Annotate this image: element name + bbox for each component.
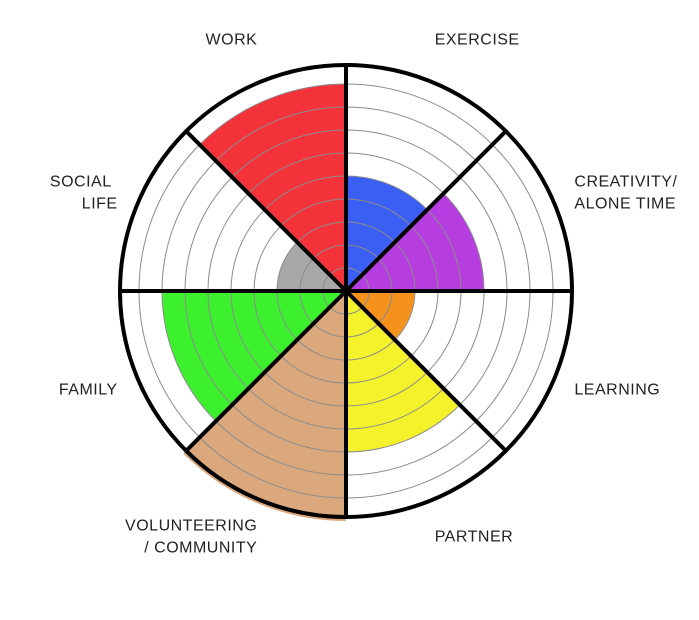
spokes <box>118 63 574 519</box>
label-line: CREATIVITY/ <box>574 173 677 190</box>
label-creativity-alone-time: CREATIVITY/ALONE TIME <box>574 173 677 212</box>
label-line: LIFE <box>82 195 118 212</box>
segment-volunteering-community <box>183 291 346 521</box>
label-line: WORK <box>206 32 258 49</box>
label-work: WORK <box>206 32 258 49</box>
spoke <box>184 289 348 453</box>
label-volunteering-community: VOLUNTEERING / COMMUNITY <box>125 517 257 556</box>
segments <box>162 84 484 521</box>
label-line: ALONE TIME <box>574 195 676 212</box>
label-line: / COMMUNITY <box>144 539 257 556</box>
segment-partner <box>346 291 460 452</box>
label-line: SOCIAL <box>50 173 112 190</box>
spoke <box>344 129 508 293</box>
segment-exercise <box>346 176 428 291</box>
spoke <box>344 289 508 453</box>
label-social-life: SOCIAL LIFE <box>50 173 118 212</box>
label-line: FAMILY <box>59 382 118 399</box>
label-line: PARTNER <box>435 528 513 545</box>
segment-learning <box>346 291 415 340</box>
segment-family <box>162 291 346 422</box>
label-partner: PARTNER <box>435 528 513 545</box>
label-line: LEARNING <box>574 382 660 399</box>
label-family: FAMILY <box>59 382 118 399</box>
spoke <box>184 129 348 293</box>
label-exercise: EXERCISE <box>435 32 520 49</box>
category-labels: EXERCISE CREATIVITY/ALONE TIME LEARNING PAR… <box>50 32 677 557</box>
label-line: VOLUNTEERING <box>125 517 257 534</box>
segment-social-life <box>277 242 346 291</box>
label-line: EXERCISE <box>435 32 520 49</box>
segment-creativity-alone-time <box>346 193 484 291</box>
label-learning: LEARNING <box>574 382 660 399</box>
segment-work <box>199 84 346 291</box>
